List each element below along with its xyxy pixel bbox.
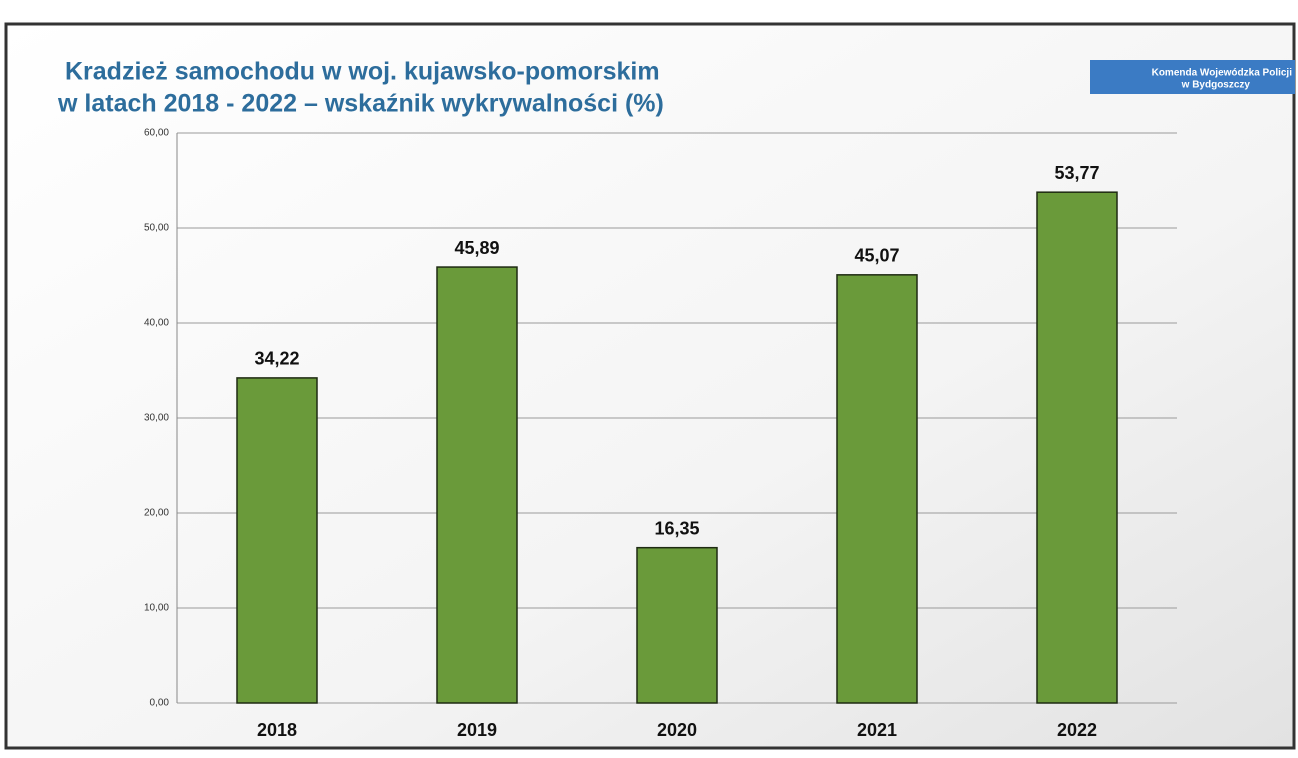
chart-title: Kradzież samochodu w woj. kujawsko-pomor… bbox=[65, 58, 660, 86]
y-tick-label: 40,00 bbox=[144, 318, 169, 329]
value-label: 45,07 bbox=[854, 246, 899, 266]
value-label: 16,35 bbox=[654, 518, 699, 538]
x-tick-label: 2021 bbox=[857, 720, 897, 740]
y-tick-label: 50,00 bbox=[144, 223, 169, 234]
y-tick-label: 20,00 bbox=[144, 508, 169, 519]
logo-text: Komenda Wojewódzka Policji bbox=[1152, 68, 1293, 79]
x-tick-label: 2020 bbox=[657, 720, 697, 740]
logo-text: w Bydgoszczy bbox=[1181, 80, 1251, 91]
value-label: 34,22 bbox=[254, 349, 299, 369]
x-tick-label: 2019 bbox=[457, 720, 497, 740]
y-tick-label: 30,00 bbox=[144, 413, 169, 424]
value-label: 45,89 bbox=[454, 238, 499, 258]
x-tick-label: 2018 bbox=[257, 720, 297, 740]
bar bbox=[836, 274, 918, 704]
value-label: 53,77 bbox=[1054, 163, 1099, 183]
bar bbox=[436, 266, 518, 704]
chart-title: w latach 2018 - 2022 – wskaźnik wykrywal… bbox=[57, 90, 664, 118]
bar bbox=[1036, 191, 1118, 704]
logo-banner bbox=[1090, 60, 1295, 94]
bar bbox=[636, 546, 718, 704]
y-tick-label: 10,00 bbox=[144, 603, 169, 614]
y-tick-label: 60,00 bbox=[144, 128, 169, 139]
y-tick-label: 0,00 bbox=[150, 698, 170, 709]
x-tick-label: 2022 bbox=[1057, 720, 1097, 740]
bar bbox=[236, 377, 318, 704]
